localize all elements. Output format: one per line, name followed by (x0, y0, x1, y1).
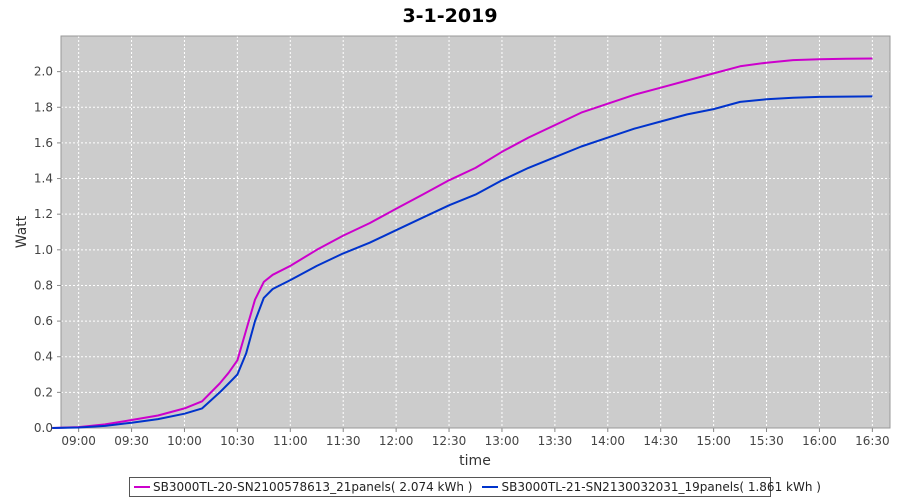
y-tick-label: 0.8 (34, 278, 53, 292)
x-tick-label: 11:30 (326, 434, 361, 448)
y-tick-label: 1.0 (34, 243, 53, 257)
y-tick-label: 0.6 (34, 314, 53, 328)
x-tick-label: 09:30 (114, 434, 149, 448)
axes: 0.0 0.2 0.4 0.6 0.8 1.0 1.2 1.4 1.6 1.8 2.0 09:00 09… (34, 35, 891, 448)
x-tick-label: 14:00 (590, 434, 625, 448)
x-tick-label: 13:30 (538, 434, 573, 448)
x-tick-label: 16:00 (802, 434, 837, 448)
x-axis-label: time (459, 453, 491, 469)
x-tick-label: 09:00 (61, 434, 96, 448)
plot-area (61, 36, 890, 428)
x-tick-label: 16:30 (855, 434, 890, 448)
x-tick-label: 10:30 (220, 434, 255, 448)
y-tick-label: 1.6 (34, 136, 53, 150)
y-tick-label: 0.4 (34, 350, 53, 364)
x-tick-label: 15:30 (749, 434, 784, 448)
x-tick-label: 12:00 (379, 434, 414, 448)
legend-entry-series-1: SB3000TL-20-SN2100578613_21panels( 2.074… (134, 480, 472, 494)
x-tick-label: 11:00 (273, 434, 308, 448)
legend: SB3000TL-20-SN2100578613_21panels( 2.074… (129, 477, 821, 497)
line-chart: 3-1-2019 0.0 0.2 0.4 0.6 0.8 1.0 1.2 1.4 1.6 1.8 2… (14, 5, 891, 469)
grid-lines (61, 36, 890, 429)
y-tick-label: 1.8 (34, 100, 53, 114)
legend-entry-series-2: SB3000TL-21-SN2130032031_19panels( 1.861… (482, 480, 821, 494)
y-axis-label: Watt (14, 215, 30, 248)
y-tick-label: 0.2 (34, 385, 53, 399)
y-tick-label: 1.2 (34, 207, 53, 221)
series-line-2 (52, 95, 873, 429)
y-tick-label: 2.0 (34, 65, 53, 79)
x-tick-label: 15:00 (696, 434, 731, 448)
series-lines (52, 57, 873, 429)
y-tick-label: 0.0 (34, 421, 53, 435)
series-line-1 (52, 57, 873, 429)
x-tick-label: 14:30 (643, 434, 678, 448)
legend-swatch-series-2 (482, 486, 499, 488)
x-tick-label: 13:00 (485, 434, 520, 448)
x-tick-label: 12:30 (432, 434, 467, 448)
plot-border (60, 35, 891, 429)
x-tick-label: 10:00 (167, 434, 202, 448)
y-tick-label: 1.4 (34, 172, 53, 186)
chart-title: 3-1-2019 (402, 5, 497, 27)
legend-label-series-2: SB3000TL-21-SN2130032031_19panels( 1.861… (501, 480, 821, 494)
legend-label-series-1: SB3000TL-20-SN2100578613_21panels( 2.074… (153, 480, 473, 494)
legend-swatch-series-1 (134, 486, 150, 488)
